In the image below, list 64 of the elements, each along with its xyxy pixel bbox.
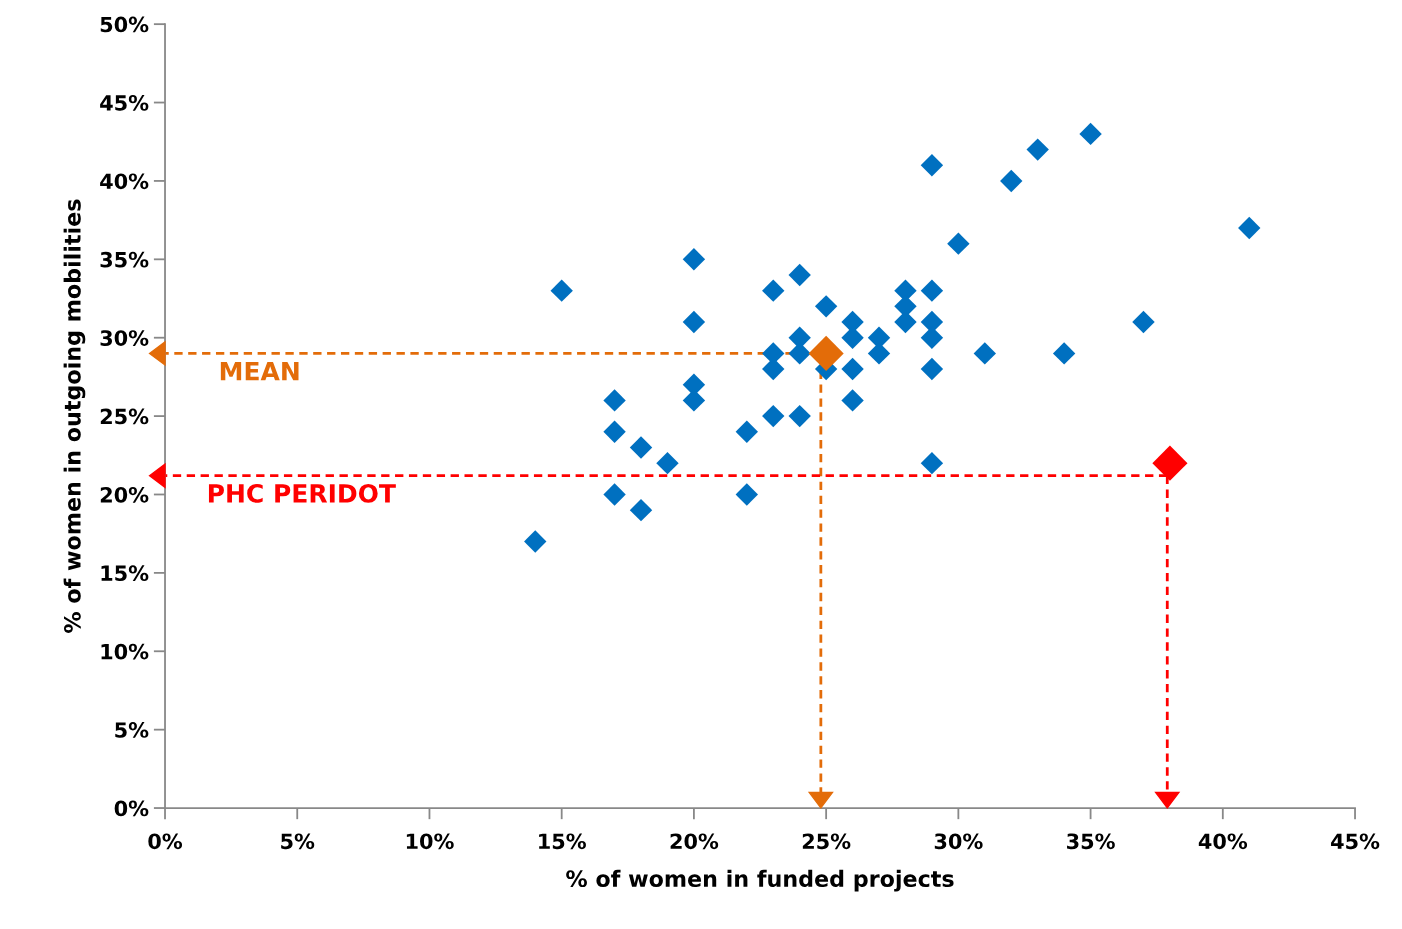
x-tick-label: 25% <box>802 833 851 850</box>
y-tick-label: 15% <box>101 565 149 582</box>
y-tick-label: 45% <box>100 95 149 111</box>
point <box>1026 138 1049 161</box>
y-tick-label: 35% <box>100 251 149 268</box>
point <box>808 335 844 371</box>
x-tick-label: 0% <box>148 833 183 850</box>
point <box>762 404 785 428</box>
y-tick-label: 25% <box>100 408 149 425</box>
point <box>920 451 944 475</box>
y-axis-title: % of women in outgoing mobilities <box>63 199 86 633</box>
x-tick-label: 40% <box>1198 833 1248 850</box>
point <box>735 483 758 506</box>
point <box>603 420 626 443</box>
point <box>841 389 864 412</box>
point <box>682 373 706 396</box>
annotation: PHC PERIDOT <box>208 483 396 503</box>
point <box>867 342 891 365</box>
x-tick-label: 45% <box>1331 833 1380 850</box>
y-tick-label: 50% <box>100 16 149 33</box>
y-tick-label: 5% <box>115 722 149 738</box>
y-tick-label: 0% <box>114 800 149 817</box>
x-tick-label: 30% <box>934 833 983 850</box>
point <box>973 342 996 365</box>
x-tick-label: 15% <box>539 833 586 850</box>
point <box>682 310 706 334</box>
point <box>841 357 864 381</box>
x-tick-label: 35% <box>1067 833 1115 850</box>
point <box>788 263 811 287</box>
point <box>841 326 864 349</box>
point <box>920 279 944 302</box>
point <box>524 530 547 553</box>
x-axis-title: % of women in funded projects <box>566 869 954 892</box>
point <box>682 248 706 271</box>
y-tick-label: 30% <box>100 330 149 346</box>
point <box>603 389 626 412</box>
point <box>762 279 785 302</box>
annotation: MEAN <box>220 362 299 381</box>
point <box>920 154 944 177</box>
point <box>1238 216 1261 240</box>
point <box>814 295 838 318</box>
x-tick-label: 5% <box>281 833 315 850</box>
point <box>1132 310 1155 334</box>
point <box>735 420 758 443</box>
point <box>920 326 944 349</box>
y-tick-label: 40% <box>100 173 149 190</box>
point <box>550 279 573 302</box>
point <box>656 451 679 475</box>
point <box>1000 169 1023 193</box>
y-tick-label: 20% <box>100 486 149 503</box>
point <box>603 483 626 506</box>
point <box>788 404 811 428</box>
point <box>629 436 653 459</box>
y-tick-label: 10% <box>101 643 149 660</box>
point <box>788 342 811 365</box>
point <box>920 357 944 381</box>
point <box>1152 445 1188 481</box>
x-tick-label: 20% <box>670 833 719 850</box>
point <box>682 389 706 412</box>
point <box>947 232 970 255</box>
point <box>1079 122 1102 146</box>
x-tick-label: 10% <box>406 833 454 850</box>
point <box>1052 342 1076 365</box>
point <box>629 498 653 522</box>
